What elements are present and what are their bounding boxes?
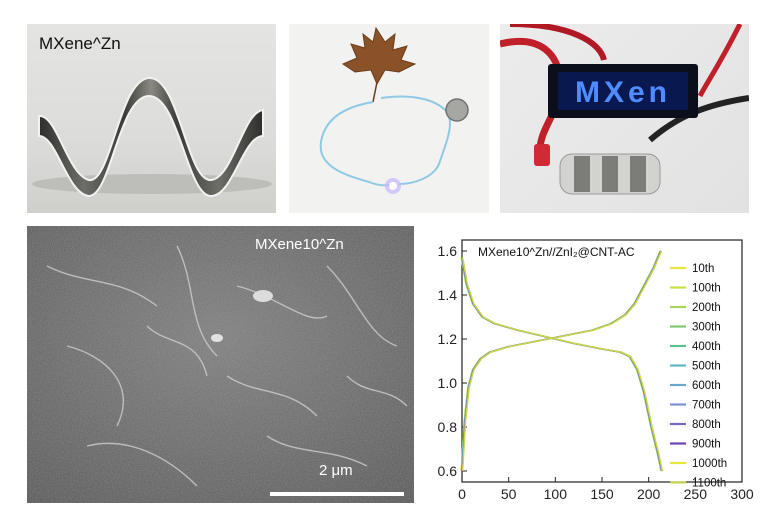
y-tick-label: 1.0 [438, 375, 458, 391]
photo-leaf-led-circuit [289, 24, 489, 213]
legend-label-1000th: 1000th [692, 458, 727, 470]
y-tick-label: 0.8 [438, 419, 458, 435]
series-line-discharge-1100th [462, 257, 664, 472]
series-line-charge-300th [460, 250, 662, 472]
legend-label-700th: 700th [692, 400, 721, 412]
series-line-discharge-300th [460, 257, 662, 472]
sem-sample-label: MXene10^Zn [255, 236, 344, 253]
foil-label: MXene^Zn [39, 34, 121, 53]
chart-title: MXene10^Zn//ZnI₂@CNT-AC [478, 245, 635, 259]
legend-label-100th: 100th [692, 283, 721, 295]
photo-flexible-foil: MXene^Zn [27, 24, 276, 213]
series-line-discharge-600th [461, 257, 663, 472]
sem-texture [27, 226, 414, 503]
photo-led-badge: MXen [500, 24, 749, 213]
x-tick-label: 200 [637, 486, 661, 502]
x-tick-label: 100 [544, 486, 568, 502]
scale-bar [270, 492, 404, 496]
series-line-charge-400th [461, 250, 662, 472]
series-line-discharge-1000th [461, 257, 663, 472]
legend-label-1100th: 1100th [692, 478, 726, 490]
legend-label-500th: 500th [692, 361, 721, 373]
led-badge-illustration: MXen [500, 24, 749, 195]
series-line-discharge-500th [461, 257, 663, 472]
x-tick-label: 250 [684, 486, 708, 502]
scale-bar-label: 2 μm [319, 462, 353, 479]
legend-label-800th: 800th [692, 419, 721, 431]
legend-label-600th: 600th [692, 380, 721, 392]
y-tick-label: 1.4 [438, 287, 458, 303]
y-tick-label: 0.6 [438, 463, 458, 479]
wavy-foil-illustration [32, 76, 272, 198]
legend-label-400th: 400th [692, 341, 721, 353]
voltage-profile-chart: 0 50 100 150 200 250 300 0.6 0.8 1.0 1.2 1.4 1.6 MXen… [420, 226, 770, 516]
series-line-charge-100th [460, 250, 661, 472]
legend-label-200th: 200th [692, 302, 721, 314]
series-line-discharge-700th [461, 257, 663, 472]
series-line-discharge-800th [461, 257, 663, 472]
legend-label-10th: 10th [692, 263, 714, 275]
series-line-charge-10th [460, 250, 661, 472]
leaf-led-illustration [319, 26, 469, 194]
series-line-discharge-200th [460, 257, 662, 472]
sem-image: MXene10^Zn 2 μm [27, 226, 414, 503]
series-line-discharge-10th [460, 257, 662, 472]
series-line-discharge-900th [461, 257, 663, 472]
x-tick-label: 0 [458, 486, 466, 502]
legend-label-900th: 900th [692, 439, 721, 451]
legend-label-300th: 300th [692, 322, 721, 334]
series-line-charge-200th [460, 250, 661, 472]
x-tick-label: 50 [501, 486, 517, 502]
led-display-text: MXen [575, 76, 671, 109]
chart-svg: 0 50 100 150 200 250 300 0.6 0.8 1.0 1.2 1.4 1.6 MXen… [438, 239, 754, 502]
series-line-discharge-100th [460, 257, 662, 472]
y-tick-label: 1.6 [438, 243, 458, 259]
y-tick-label: 1.2 [438, 331, 458, 347]
x-tick-label: 300 [730, 486, 754, 502]
x-tick-label: 150 [590, 486, 614, 502]
series-line-discharge-400th [461, 257, 663, 472]
